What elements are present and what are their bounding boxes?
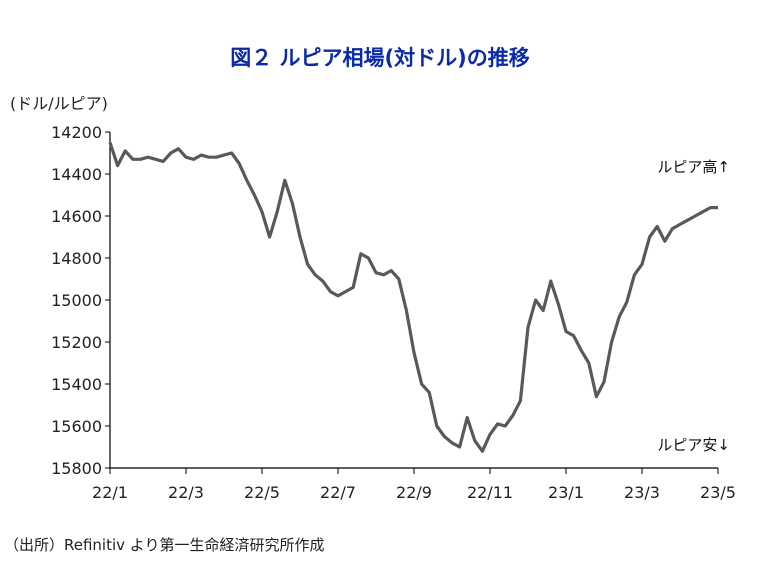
y-tick-label: 15800 — [51, 459, 102, 478]
chart-title: 図２ ルピア相場(対ドル)の推移 — [230, 46, 530, 70]
series-line — [108, 141, 718, 453]
y-tick-label: 14800 — [51, 249, 102, 268]
axes-group: 14200 14400 14600 14800 15000 15200 15400 15600… — [51, 123, 736, 502]
annotations-group: ルピア高↑ ルピア安↓ — [657, 158, 730, 454]
y-tick-label: 15200 — [51, 333, 102, 352]
y-tick-label: 14600 — [51, 207, 102, 226]
x-tick-label: 22/3 — [168, 483, 204, 502]
x-tick-label: 22/7 — [320, 483, 356, 502]
y-tick-label: 14200 — [51, 123, 102, 142]
annotation-rupiah-strong: ルピア高↑ — [657, 158, 730, 176]
y-tick-label: 15400 — [51, 375, 102, 394]
y-axis-unit-label: (ドル/ルピア) — [10, 94, 108, 113]
x-tick-label: 23/1 — [548, 483, 584, 502]
x-tick-label: 22/5 — [244, 483, 280, 502]
x-tick-label: 22/9 — [396, 483, 432, 502]
x-tick-label: 22/11 — [467, 483, 513, 502]
y-tick-label: 14400 — [51, 165, 102, 184]
y-tick-label: 15600 — [51, 417, 102, 436]
x-tick-label: 23/3 — [624, 483, 660, 502]
source-note: （出所）Refinitiv より第一生命経済研究所作成 — [4, 536, 325, 554]
x-tick-label: 22/1 — [92, 483, 128, 502]
series-group — [108, 141, 718, 453]
y-tick-label: 15000 — [51, 291, 102, 310]
annotation-rupiah-weak: ルピア安↓ — [657, 436, 730, 454]
x-tick-label: 23/5 — [700, 483, 736, 502]
